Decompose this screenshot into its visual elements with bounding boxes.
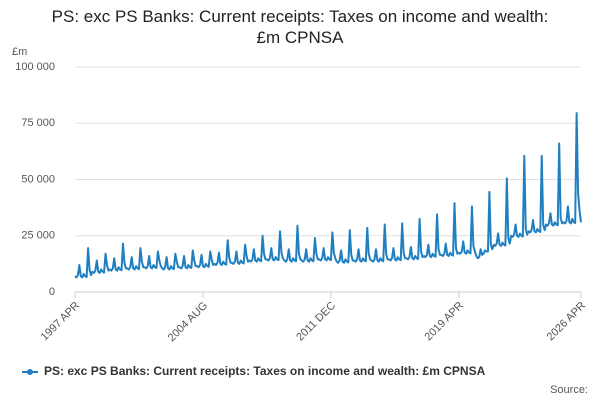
- x-tick-label: 2026 APR: [545, 300, 589, 344]
- legend-marker: [27, 369, 33, 375]
- x-tick-label: 1997 APR: [39, 300, 83, 344]
- y-tick-label: 0: [49, 286, 55, 298]
- x-tick-label: 2011 DEC: [294, 300, 338, 344]
- x-tick-label: 2019 APR: [423, 300, 467, 344]
- source: Source:: [550, 384, 588, 396]
- legend-label: PS: exc PS Banks: Current receipts: Taxe…: [44, 364, 486, 378]
- y-tick-label: 50 000: [21, 173, 55, 185]
- y-tick-label: 25 000: [21, 230, 55, 242]
- x-tick-label: 2004 AUG: [166, 300, 210, 344]
- y-tick-label: 100 000: [15, 61, 55, 73]
- series-line: [74, 112, 582, 279]
- chart-title: PS: exc PS Banks: Current receipts: Taxe…: [51, 7, 549, 47]
- y-axis-label: £m: [12, 46, 27, 58]
- y-tick-label: 75 000: [21, 117, 55, 129]
